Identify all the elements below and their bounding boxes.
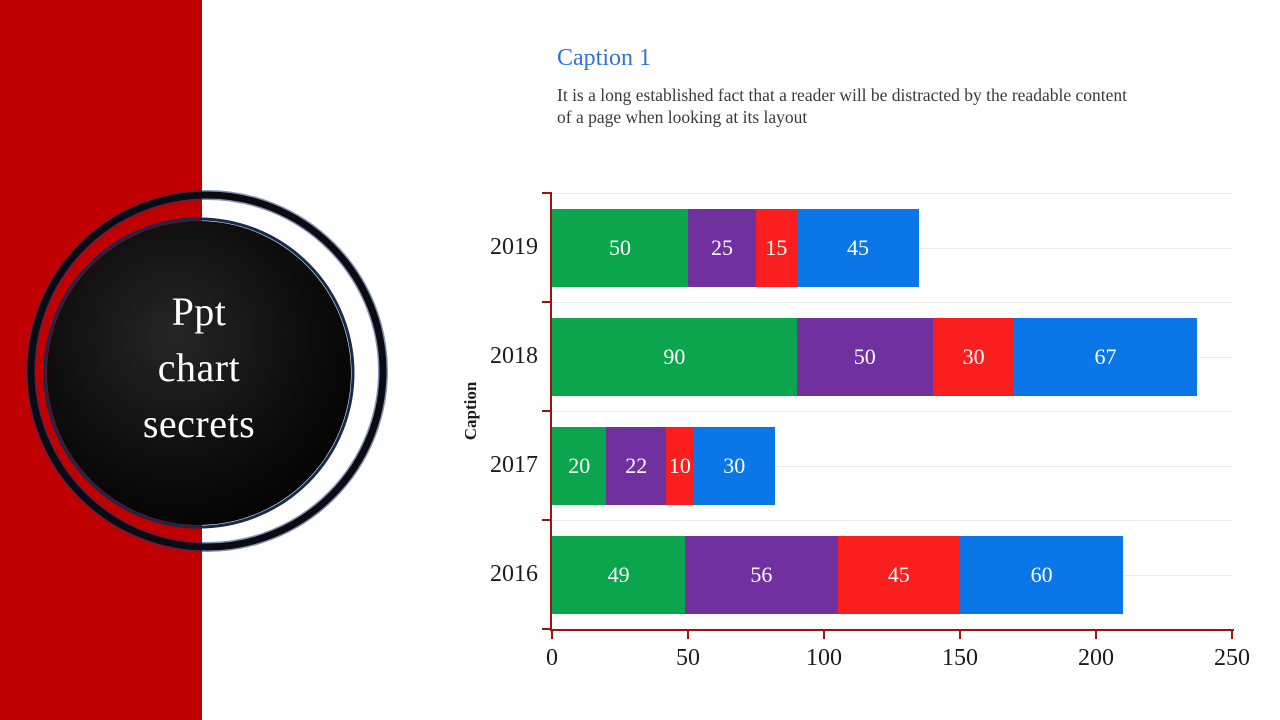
red-series-segment: 15 <box>756 208 797 287</box>
x-axis-tick <box>1231 631 1233 639</box>
badge-title: Ppt chart secrets <box>58 284 340 452</box>
badge-circle-graphic <box>26 190 388 552</box>
bar-segment-value: 50 <box>609 234 631 260</box>
bar-segment-value: 22 <box>625 452 648 478</box>
bar-segment-value: 90 <box>663 343 686 369</box>
x-axis-tick <box>823 631 825 639</box>
bar-segment-value: 25 <box>711 234 733 260</box>
y-axis-tick <box>542 301 551 303</box>
caption-body: It is a long established fact that a rea… <box>557 85 1127 127</box>
badge-title-line-1: Ppt <box>171 289 227 334</box>
bar-segment-value: 49 <box>607 561 630 587</box>
badge-disc <box>47 221 351 525</box>
gridline <box>552 465 1232 467</box>
bar-segment-value: 20 <box>568 452 591 478</box>
axis-layer: Caption 2019 2018 2017 2016 0 50 100 150 200 250 <box>461 192 1250 671</box>
stacked-bar-chart: 50 25 15 45 90 50 30 67 20 22 10 30 49 56 45 60 Caption… <box>461 192 1250 671</box>
blue-series-segment: 30 <box>693 426 775 505</box>
green-series-segment: 90 <box>552 317 797 396</box>
category-label: 2018 <box>490 343 538 369</box>
badge-disc-rim <box>43 217 355 529</box>
bar-segment-value: 56 <box>750 561 773 587</box>
blue-series-segment: 45 <box>796 208 920 287</box>
bar-row: 49 56 45 60 <box>552 535 1124 614</box>
badge-title-line-3: secrets <box>142 401 256 446</box>
bar-segment-value: 67 <box>1094 343 1117 369</box>
bar-segment-value: 50 <box>853 343 876 369</box>
green-series-segment: 49 <box>552 535 686 614</box>
green-series-segment: 20 <box>552 426 607 505</box>
purple-series-segment: 50 <box>796 317 933 396</box>
blue-series-segment: 67 <box>1014 317 1197 396</box>
bar-segment-value: 10 <box>668 452 691 478</box>
gridline <box>552 302 1232 303</box>
x-tick-label: 150 <box>942 645 978 671</box>
red-series-segment: 10 <box>666 426 694 505</box>
gridline <box>552 520 1232 521</box>
y-axis-tick <box>542 628 551 630</box>
x-tick-label: 50 <box>676 645 700 671</box>
bar-segment-value: 60 <box>1030 561 1053 587</box>
y-axis-tick <box>542 192 551 194</box>
y-axis-tick <box>542 519 551 521</box>
purple-series-segment: 25 <box>688 208 756 287</box>
category-label: 2016 <box>490 561 538 587</box>
bar-row: 50 25 15 45 <box>552 208 920 287</box>
x-axis-tick <box>687 631 689 639</box>
bars-layer: 50 25 15 45 90 50 30 67 20 22 10 30 49 56 45 60 <box>552 193 1232 629</box>
gridline <box>552 193 1232 194</box>
red-series-segment: 30 <box>932 317 1015 396</box>
bar-segment-value: 30 <box>962 343 985 369</box>
bar-segment-value: 15 <box>765 234 788 260</box>
bar-row: 90 50 30 67 <box>552 317 1197 396</box>
x-tick-label: 250 <box>1214 645 1250 671</box>
badge-outer-ring-core <box>27 191 387 551</box>
bar-segment-value: 45 <box>846 234 869 260</box>
red-series-segment: 45 <box>837 535 960 614</box>
x-axis-tick <box>1095 631 1097 639</box>
y-axis-line <box>550 192 552 630</box>
x-axis-line <box>550 629 1234 631</box>
bar-row: 20 22 10 30 <box>552 426 775 505</box>
blue-series-segment: 60 <box>959 535 1124 614</box>
badge-title-line-2: chart <box>157 345 241 390</box>
purple-series-segment: 22 <box>606 426 667 505</box>
x-axis-tick <box>959 631 961 639</box>
caption-heading: Caption 1 <box>557 45 651 71</box>
x-axis-tick <box>551 631 553 639</box>
y-axis-tick <box>542 410 551 412</box>
x-tick-label: 100 <box>806 645 842 671</box>
bar-segment-value: 45 <box>887 561 910 587</box>
x-tick-label: 0 <box>546 645 558 671</box>
x-tick-label: 200 <box>1078 645 1114 671</box>
bar-segment-value: 30 <box>723 452 746 478</box>
category-label: 2019 <box>490 234 538 260</box>
green-series-segment: 50 <box>552 208 688 287</box>
purple-series-segment: 56 <box>685 535 838 614</box>
category-label: 2017 <box>490 452 538 478</box>
gridline <box>552 411 1232 412</box>
